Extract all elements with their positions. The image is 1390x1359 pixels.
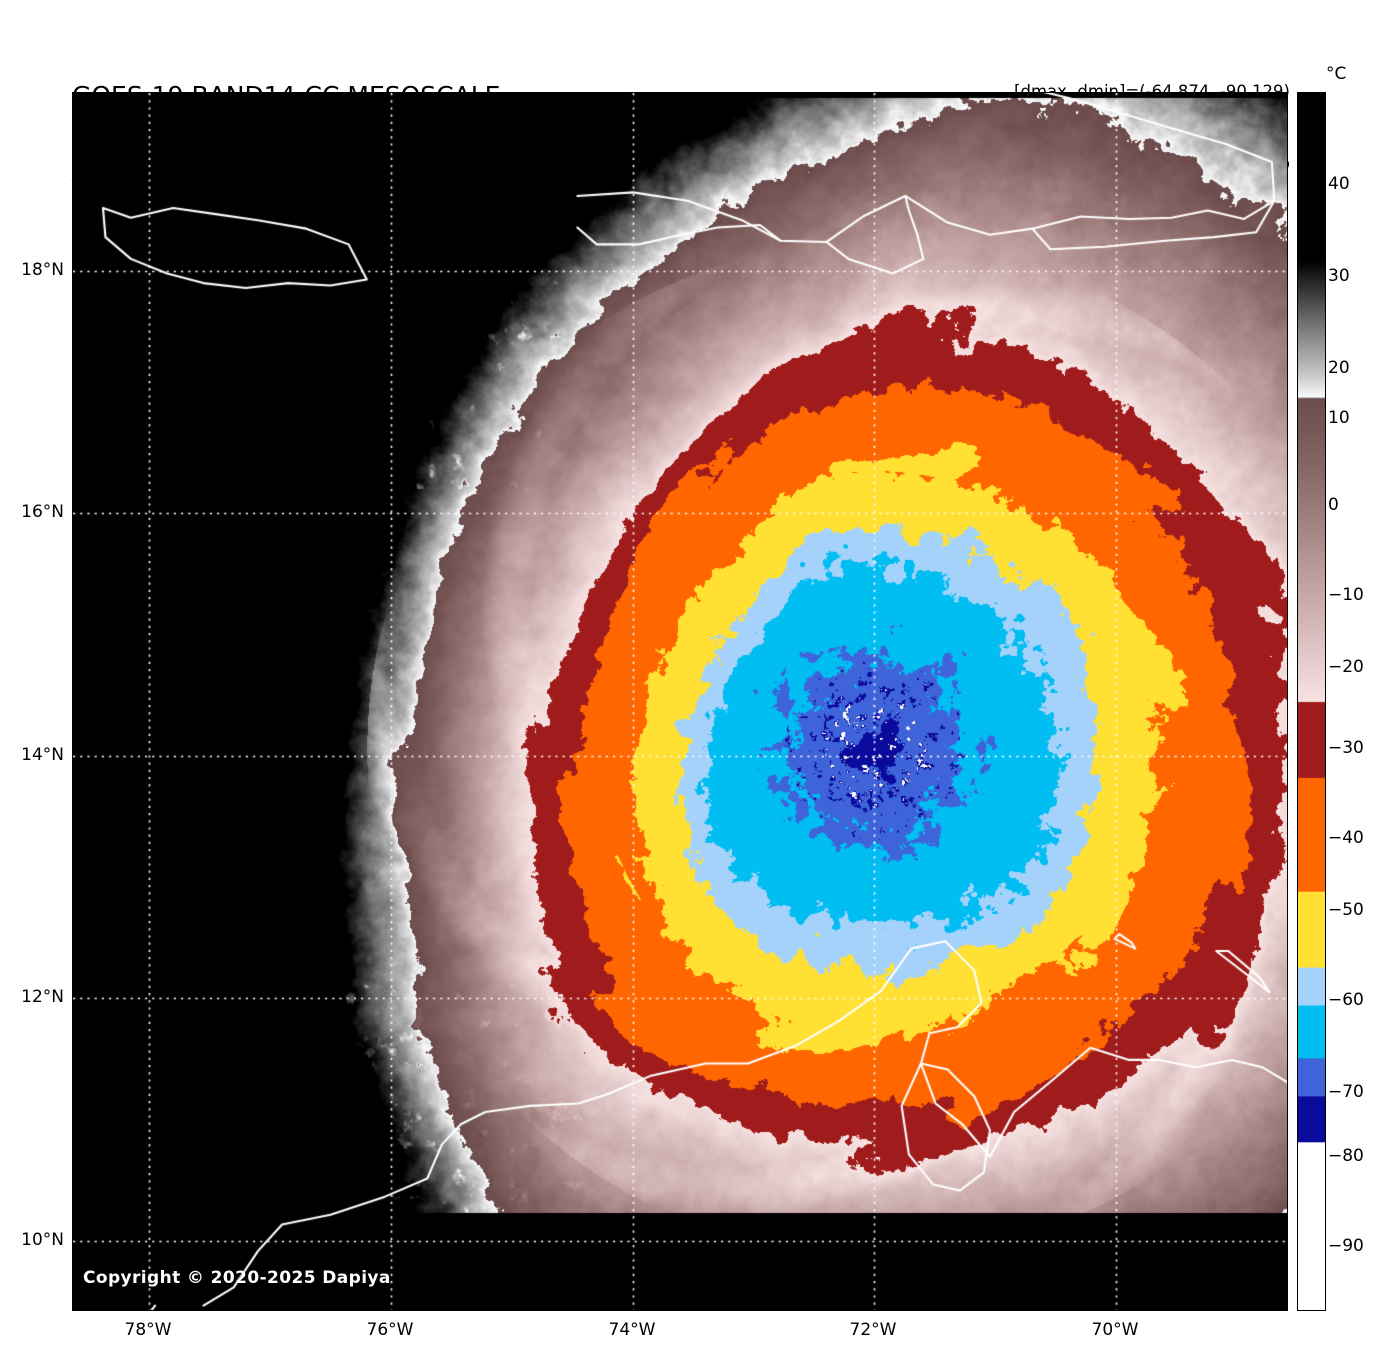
- colorbar-tick-label: 10: [1328, 408, 1350, 428]
- colorbar-tick-label: 30: [1328, 266, 1350, 286]
- lon-tick-label: 78°W: [124, 1320, 172, 1340]
- lat-tick-label: 10°N: [21, 1230, 64, 1250]
- lon-tick-label: 72°W: [849, 1320, 897, 1340]
- colorbar-gradient: [1298, 93, 1325, 1310]
- colorbar-tick-label: −90: [1328, 1236, 1364, 1256]
- colorbar-tick-label: −20: [1328, 657, 1364, 677]
- colorbar-tick-label: −70: [1328, 1082, 1364, 1102]
- colorbar-tick-label: 20: [1328, 358, 1350, 378]
- colorbar[interactable]: [1297, 92, 1326, 1311]
- lon-tick-label: 76°W: [366, 1320, 414, 1340]
- lat-tick-label: 18°N: [21, 260, 64, 280]
- colorbar-tick-label: −30: [1328, 738, 1364, 758]
- map-panel[interactable]: Copyright © 2020-2025 Dapiya: [72, 92, 1288, 1311]
- satellite-imagery: [73, 93, 1287, 1310]
- lat-tick-label: 16°N: [21, 502, 64, 522]
- lat-tick-label: 12°N: [21, 987, 64, 1007]
- lon-tick-label: 70°W: [1091, 1320, 1139, 1340]
- colorbar-unit-label: °C: [1326, 64, 1347, 84]
- lon-tick-label: 74°W: [608, 1320, 656, 1340]
- colorbar-tick-label: −80: [1328, 1146, 1364, 1166]
- colorbar-tick-label: 40: [1328, 174, 1350, 194]
- colorbar-tick-label: −50: [1328, 900, 1364, 920]
- colorbar-tick-label: 0: [1328, 495, 1339, 515]
- colorbar-tick-label: −40: [1328, 828, 1364, 848]
- copyright-notice: Copyright © 2020-2025 Dapiya: [83, 1268, 391, 1288]
- colorbar-tick-label: −60: [1328, 990, 1364, 1010]
- colorbar-tick-label: −10: [1328, 585, 1364, 605]
- lat-tick-label: 14°N: [21, 745, 64, 765]
